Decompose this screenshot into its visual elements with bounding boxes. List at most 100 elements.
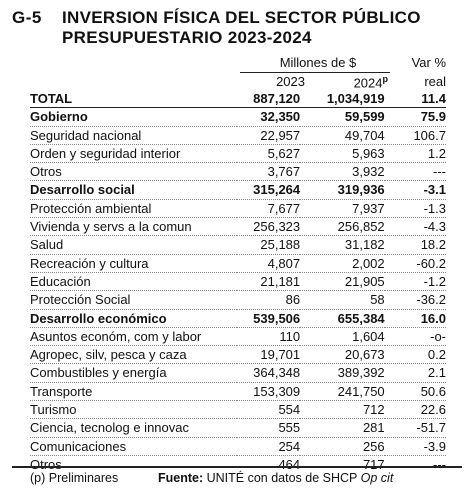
value-var-real: --- (433, 456, 446, 472)
value-var-real: 1.2 (384, 144, 446, 164)
value-2023: 22,957 (236, 126, 301, 145)
row-label: Transporte (30, 382, 237, 402)
footer-rule (12, 466, 462, 468)
table-row: Protección ambiental 7,677 7,937 -1.3 (30, 199, 446, 219)
row-label: Educación (30, 272, 237, 292)
row-label: Combustibles y energía (30, 363, 237, 383)
table-row: Comunicaciones 254 256 -3.9 (30, 437, 446, 456)
value-2024: 712 (300, 400, 385, 420)
page-title: INVERSION FÍSICA DEL SECTOR PÚBLICO PRES… (62, 8, 421, 48)
value-var-real: 11.4 (384, 90, 446, 109)
value-2023: 7,677 (236, 199, 301, 219)
value-2024: 1,034,919 (300, 90, 385, 109)
col-2024: 2024p (353, 74, 388, 91)
value-var-real: 18.2 (384, 235, 446, 255)
value-var-real: 50.6 (384, 382, 446, 402)
title-line-2: PRESUPUESTARIO 2023-2024 (62, 28, 312, 47)
value-var-real: -51.7 (384, 418, 446, 438)
value-2024: 58 (300, 290, 385, 310)
value-2024: 20,673 (300, 345, 385, 365)
value-var-real: --- (384, 162, 446, 182)
value-var-real: 16.0 (384, 309, 446, 328)
value-var-real: 106.7 (384, 126, 446, 145)
table-row: Transporte 153,309 241,750 50.6 (30, 382, 446, 402)
row-label: Ciencia, tecnolog e innovac (30, 418, 237, 438)
value-2023: 315,264 (236, 180, 301, 200)
value-2023: 539,506 (236, 309, 301, 328)
value-2024: 2,002 (300, 254, 385, 273)
footer-note: (p) Preliminares (30, 471, 119, 485)
table-row: Asuntos económ, com y labor 110 1,604 -o- (30, 327, 446, 347)
value-var-real: -3.1 (384, 180, 446, 200)
value-var-real: 0.2 (384, 345, 446, 365)
row-label: Salud (30, 235, 237, 255)
row-label: Desarrollo económico (30, 309, 237, 328)
value-2023: 5,627 (236, 144, 301, 164)
value-2024: 241,750 (300, 382, 385, 402)
row-label: Protección ambiental (30, 199, 237, 219)
row-label: Protección Social (30, 290, 237, 310)
value-var-real: 75.9 (384, 107, 446, 127)
table-row: Agropec, silv, pesca y caza 19,701 20,673 0… (30, 345, 446, 365)
value-2024: 1,604 (300, 327, 385, 347)
value-var-real: -1.2 (384, 272, 446, 292)
value-2024: 319,936 (300, 180, 385, 200)
value-2023: 554 (236, 400, 301, 420)
table-row: Combustibles y energía 364,348 389,392 2.1 (30, 363, 446, 383)
table-row: Desarrollo económico 539,506 655,384 16.0 (30, 309, 446, 328)
value-2023: 555 (236, 418, 301, 438)
row-label: Gobierno (30, 107, 237, 127)
value-2023: 110 (236, 327, 301, 347)
value-2023: 464 (278, 456, 301, 472)
col-real: real (424, 74, 446, 89)
row-label: Desarrollo social (30, 180, 237, 200)
data-table: TOTAL 887,120 1,034,919 11.4 Gobierno 32,350 5… (30, 90, 446, 473)
value-2023: 21,181 (236, 272, 301, 292)
value-2023: 86 (236, 290, 301, 310)
table-row: Gobierno 32,350 59,599 75.9 (30, 107, 446, 127)
value-2024: 3,932 (300, 162, 385, 182)
value-2023: 153,309 (236, 382, 301, 402)
col-2023: 2023 (276, 74, 305, 89)
row-label: Recreación y cultura (30, 254, 237, 273)
value-2023: 25,188 (236, 235, 301, 255)
header: G-5 INVERSION FÍSICA DEL SECTOR PÚBLICO … (12, 8, 462, 52)
footer-source: Fuente: UNITÉ con datos de SHCP Op cit (158, 471, 394, 485)
value-2024: 49,704 (300, 126, 385, 145)
row-label: Otros (30, 456, 62, 472)
value-2024: 31,182 (300, 235, 385, 255)
row-label: Orden y seguridad interior (30, 144, 237, 164)
units-underline (240, 72, 390, 73)
value-2023: 19,701 (236, 345, 301, 365)
row-label: Comunicaciones (30, 437, 237, 456)
table-row: Salud 25,188 31,182 18.2 (30, 235, 446, 255)
row-label: Vivienda y servs a la comun (30, 217, 237, 237)
table-row: Vivienda y servs a la comun 256,323 256,85… (30, 217, 446, 237)
value-2024: 256 (300, 437, 385, 456)
title-line-1: INVERSION FÍSICA DEL SECTOR PÚBLICO (62, 8, 421, 27)
value-2023: 256,323 (236, 217, 301, 237)
units-label: Millones de $ (279, 55, 357, 70)
table-row: Desarrollo social 315,264 319,936 -3.1 (30, 180, 446, 200)
value-2023: 887,120 (236, 90, 301, 109)
value-var-real: -60.2 (384, 254, 446, 273)
value-2023: 364,348 (236, 363, 301, 383)
row-label: Agropec, silv, pesca y caza (30, 345, 237, 365)
value-var-real: -3.9 (384, 437, 446, 456)
table-code: G-5 (12, 8, 42, 27)
row-label: Turismo (30, 400, 237, 420)
table-row: Recreación y cultura 4,807 2,002 -60.2 (30, 254, 446, 273)
value-var-real: -36.2 (384, 290, 446, 310)
table-row: Turismo 554 712 22.6 (30, 400, 446, 420)
value-2024: 256,852 (300, 217, 385, 237)
value-2024: 281 (300, 418, 385, 438)
value-var-real: -o- (384, 327, 446, 347)
table-row: Educación 21,181 21,905 -1.2 (30, 272, 446, 292)
table-row: Orden y seguridad interior 5,627 5,963 1.2 (30, 144, 446, 164)
value-2024: 717 (362, 456, 385, 472)
value-2024: 7,937 (300, 199, 385, 219)
value-2024: 389,392 (300, 363, 385, 383)
value-var-real: -4.3 (384, 217, 446, 237)
row-label: Seguridad nacional (30, 126, 237, 145)
table-row: Ciencia, tecnolog e innovac 555 281 -51.7 (30, 418, 446, 438)
